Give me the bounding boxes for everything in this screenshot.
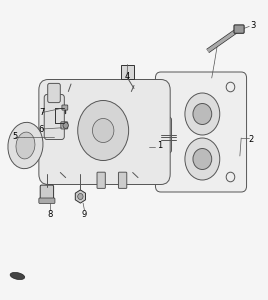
FancyBboxPatch shape xyxy=(139,117,172,153)
Text: 9: 9 xyxy=(82,210,87,219)
Text: 2: 2 xyxy=(248,135,253,144)
Ellipse shape xyxy=(16,132,35,159)
Circle shape xyxy=(193,103,212,124)
Circle shape xyxy=(92,118,114,142)
FancyBboxPatch shape xyxy=(39,198,55,203)
FancyBboxPatch shape xyxy=(121,64,134,79)
Circle shape xyxy=(78,194,83,200)
FancyBboxPatch shape xyxy=(48,83,60,103)
Text: 7: 7 xyxy=(39,108,44,117)
Text: 8: 8 xyxy=(47,210,52,219)
Text: 6: 6 xyxy=(39,124,44,134)
Circle shape xyxy=(63,122,68,128)
FancyBboxPatch shape xyxy=(40,185,54,202)
Text: 5: 5 xyxy=(12,132,17,141)
Text: 4: 4 xyxy=(125,72,130,81)
FancyBboxPatch shape xyxy=(97,172,105,188)
FancyBboxPatch shape xyxy=(44,94,64,140)
FancyBboxPatch shape xyxy=(234,25,244,33)
Ellipse shape xyxy=(8,122,43,169)
Circle shape xyxy=(193,148,212,170)
Ellipse shape xyxy=(185,138,220,180)
FancyBboxPatch shape xyxy=(155,72,247,192)
FancyBboxPatch shape xyxy=(39,80,170,184)
Ellipse shape xyxy=(78,100,129,160)
FancyBboxPatch shape xyxy=(62,105,68,110)
FancyBboxPatch shape xyxy=(118,172,127,188)
Ellipse shape xyxy=(185,93,220,135)
Polygon shape xyxy=(75,190,85,203)
Text: 3: 3 xyxy=(251,21,256,30)
Text: 1: 1 xyxy=(157,141,162,150)
Ellipse shape xyxy=(10,272,25,280)
FancyBboxPatch shape xyxy=(61,122,68,129)
